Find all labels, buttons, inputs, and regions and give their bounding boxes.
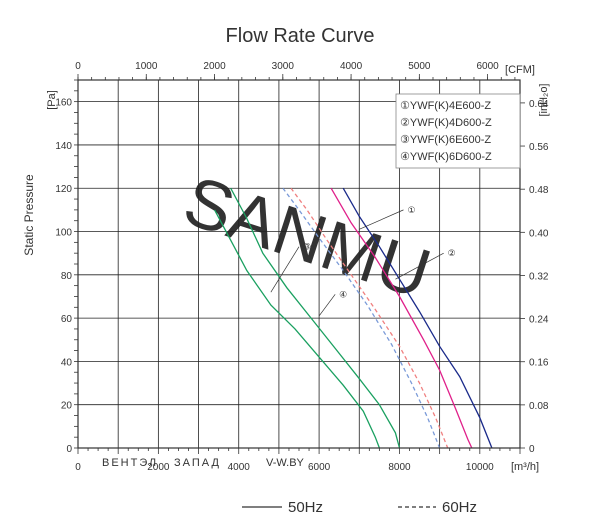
x2-unit-label: [CFM] bbox=[505, 64, 535, 76]
y-axis-label: Static Pressure bbox=[22, 174, 36, 256]
watermark-ventel: ВЕНТЭЛ bbox=[102, 457, 158, 469]
legend-60hz-label: 60Hz bbox=[442, 499, 477, 516]
annotations: ① ② ③ ④ bbox=[270, 205, 456, 317]
x2-tick-label: 2000 bbox=[203, 61, 226, 72]
y2-tick-label: 0.16 bbox=[529, 358, 549, 369]
annotation-leader bbox=[270, 246, 300, 293]
annotation-leader bbox=[359, 209, 404, 230]
y2-tick-label: 0.40 bbox=[529, 228, 549, 239]
y-tick-label: 80 bbox=[61, 271, 73, 282]
annotation-label: ③ bbox=[303, 242, 311, 252]
x-tick-label: 10000 bbox=[466, 462, 494, 473]
y2-tick-label: 0.64 bbox=[529, 99, 549, 110]
plot-frame bbox=[77, 79, 521, 449]
watermark-sanmu: SANMU bbox=[175, 161, 440, 313]
x-tick-label: 2000 bbox=[147, 462, 170, 473]
legend-item-2: ②YWF(K)4D600-Z bbox=[400, 117, 492, 129]
y2-tick-label: 0.24 bbox=[529, 315, 549, 326]
series-line-2 bbox=[330, 187, 473, 449]
x-tick-label: 4000 bbox=[228, 462, 251, 473]
x-unit-label: [m³/h] bbox=[511, 461, 539, 473]
x-tick-label: 0 bbox=[75, 462, 81, 473]
annotation-label: ② bbox=[448, 248, 456, 258]
legend-item-3: ③YWF(K)6E600-Z bbox=[400, 134, 491, 146]
axis-ticks: 0 20 40 60 80 100 120 140 160 0 2000 4000 6000 8000 10… bbox=[55, 61, 549, 473]
y2-tick-label: 0.32 bbox=[529, 271, 549, 282]
annotation-leader bbox=[395, 252, 444, 280]
x2-tick-label: 3000 bbox=[272, 61, 295, 72]
legend-box bbox=[395, 93, 521, 169]
y-unit-label: [Pa] bbox=[46, 90, 58, 110]
x-tick-label: 6000 bbox=[308, 462, 331, 473]
y-tick-label: 40 bbox=[61, 357, 73, 368]
y-tick-label: 120 bbox=[55, 184, 72, 195]
series-line-3 bbox=[230, 187, 401, 449]
x2-tick-label: 1000 bbox=[135, 61, 158, 72]
y-tick-label: 20 bbox=[61, 401, 73, 412]
y-tick-label: 60 bbox=[61, 314, 73, 325]
legend-50hz-label: 50Hz bbox=[288, 499, 323, 516]
y-tick-label: 140 bbox=[55, 141, 72, 152]
annotation-label: ④ bbox=[339, 289, 347, 299]
y-tick-label: 100 bbox=[55, 228, 72, 239]
y2-tick-label: 0.08 bbox=[529, 401, 549, 412]
x2-tick-label: 6000 bbox=[476, 61, 499, 72]
x2-tick-label: 0 bbox=[75, 61, 81, 72]
y2-tick-label: 0.48 bbox=[529, 185, 549, 196]
y-tick-label: 160 bbox=[55, 98, 72, 109]
y-tick-label: 0 bbox=[66, 444, 72, 455]
x2-tick-label: 4000 bbox=[340, 61, 363, 72]
series-lines bbox=[214, 187, 493, 449]
x-tick-label: 8000 bbox=[388, 462, 411, 473]
grid bbox=[77, 80, 520, 449]
y2-tick-label: 0 bbox=[529, 444, 535, 455]
x2-tick-label: 5000 bbox=[408, 61, 431, 72]
series-line-6 bbox=[290, 187, 449, 449]
legend-item-1: ①YWF(K)4E600-Z bbox=[400, 100, 491, 112]
chart-title: Flow Rate Curve bbox=[226, 25, 375, 47]
annotation-label: ① bbox=[407, 205, 415, 215]
series-line-5 bbox=[282, 187, 441, 449]
watermark-vwby: V-W.BY bbox=[266, 457, 305, 469]
legend-item-4: ④YWF(K)6D600-Z bbox=[400, 151, 492, 163]
annotation-leader bbox=[318, 294, 336, 317]
series-line-4 bbox=[214, 209, 381, 449]
y2-tick-label: 0.56 bbox=[529, 142, 549, 153]
y2-unit-label: [inH₂o] bbox=[538, 83, 550, 116]
watermark-zapad: ЗАПАД bbox=[174, 457, 221, 469]
